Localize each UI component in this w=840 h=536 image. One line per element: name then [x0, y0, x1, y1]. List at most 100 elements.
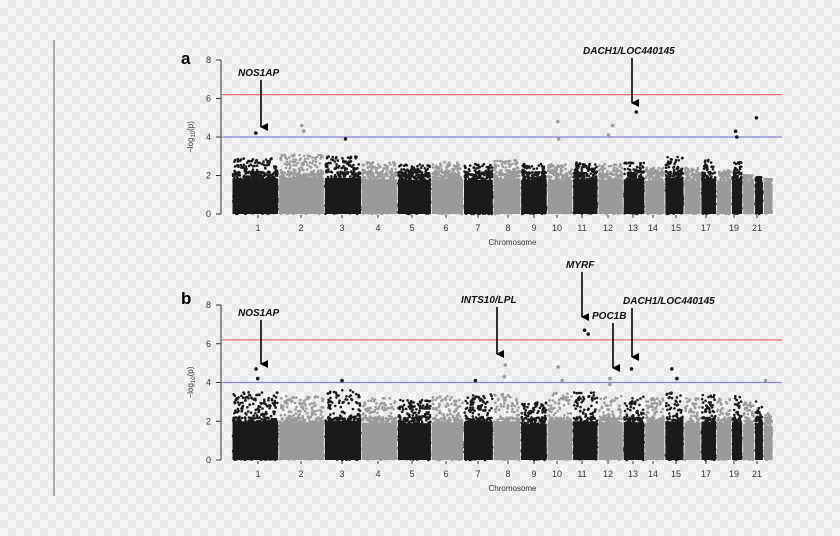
snp-point — [619, 170, 623, 173]
snp-point — [576, 171, 579, 175]
snp-point — [305, 168, 309, 171]
snp-point — [451, 170, 455, 173]
snp-point — [587, 169, 590, 172]
snp-point — [292, 158, 295, 161]
chromosome-13-points — [623, 161, 646, 216]
snp-point — [606, 169, 609, 173]
snp-point — [573, 168, 577, 172]
snp-point — [377, 163, 380, 166]
y-tick-label: 6 — [206, 94, 211, 104]
snp-point — [434, 174, 438, 178]
chromosome-3-points — [324, 155, 362, 216]
snp-point — [269, 157, 273, 161]
snp-point — [394, 174, 397, 177]
snp-point — [288, 172, 291, 175]
snp-point — [509, 163, 512, 167]
snp-point — [518, 169, 521, 173]
snp-point — [306, 163, 309, 167]
x-tick-label: 21 — [752, 223, 762, 233]
snp-point — [244, 165, 248, 168]
snp-point — [523, 164, 526, 168]
snp-point — [336, 159, 340, 162]
snp-point — [325, 169, 328, 172]
snp-point — [615, 167, 619, 170]
snp-dense-band — [232, 178, 279, 214]
snp-point — [355, 167, 358, 171]
snp-point — [347, 161, 350, 164]
snp-point — [330, 158, 333, 161]
snp-point — [485, 165, 489, 169]
snp-point — [315, 155, 319, 159]
snp-point — [313, 163, 317, 167]
snp-point — [437, 176, 441, 179]
snp-point — [409, 171, 413, 175]
chromosome-10-points — [547, 162, 573, 215]
snp-point — [242, 157, 245, 160]
snp-point — [488, 170, 492, 173]
snp-point — [549, 175, 553, 179]
snp-point — [516, 166, 520, 170]
snp-point — [623, 167, 627, 171]
snp-point — [259, 173, 262, 177]
snp-point — [276, 172, 279, 175]
snp-point — [618, 165, 621, 168]
snp-point — [271, 175, 274, 179]
snp-point — [506, 174, 510, 178]
snp-point — [531, 177, 535, 180]
snp-point — [438, 162, 442, 166]
snp-point — [607, 164, 611, 168]
snp-point — [447, 165, 450, 168]
chromosome-11-points — [572, 161, 599, 215]
snp-point — [587, 174, 591, 178]
snp-point — [418, 176, 421, 179]
snp-point — [580, 166, 584, 169]
snp-point — [306, 157, 310, 160]
snp-point — [623, 161, 626, 165]
snp-point — [335, 163, 338, 166]
snp-point — [570, 172, 573, 176]
snp-point — [497, 164, 500, 168]
snp-point — [634, 175, 638, 179]
snp-point — [394, 167, 397, 171]
snp-point — [418, 163, 422, 166]
snp-point — [407, 176, 410, 179]
chromosome-2-points — [278, 153, 325, 216]
snp-point — [532, 167, 535, 171]
snp-point — [642, 170, 646, 173]
snp-point — [363, 175, 367, 179]
snp-point — [594, 175, 598, 178]
snp-point — [436, 167, 439, 170]
snp-point — [272, 172, 276, 175]
snp-point — [294, 158, 298, 161]
snp-point — [568, 176, 571, 180]
snp-point — [549, 170, 553, 173]
snp-point — [279, 158, 283, 161]
snp-point — [569, 170, 572, 173]
snp-point — [249, 171, 253, 175]
snp-point — [415, 172, 419, 176]
snp-point — [235, 175, 239, 179]
chromosome-6-points — [431, 160, 464, 216]
snp-point — [311, 162, 314, 165]
snp-point — [595, 165, 598, 169]
snp-point — [467, 172, 470, 175]
snp-point — [404, 171, 407, 174]
snp-point — [547, 168, 550, 171]
snp-point — [257, 161, 261, 165]
snp-point — [416, 169, 420, 172]
y-tick-label: 8 — [206, 55, 211, 65]
snp-point — [531, 171, 534, 174]
snp-point — [527, 165, 531, 168]
snp-point — [315, 165, 319, 169]
snp-point — [311, 156, 314, 159]
snp-point — [500, 160, 504, 163]
snp-point — [300, 162, 304, 166]
snp-point — [309, 166, 313, 169]
snp-point — [309, 172, 313, 176]
snp-point — [275, 174, 279, 177]
x-tick-label: 8 — [505, 223, 510, 233]
snp-point — [307, 172, 310, 176]
snp-point — [510, 173, 514, 176]
snp-point — [488, 166, 492, 170]
